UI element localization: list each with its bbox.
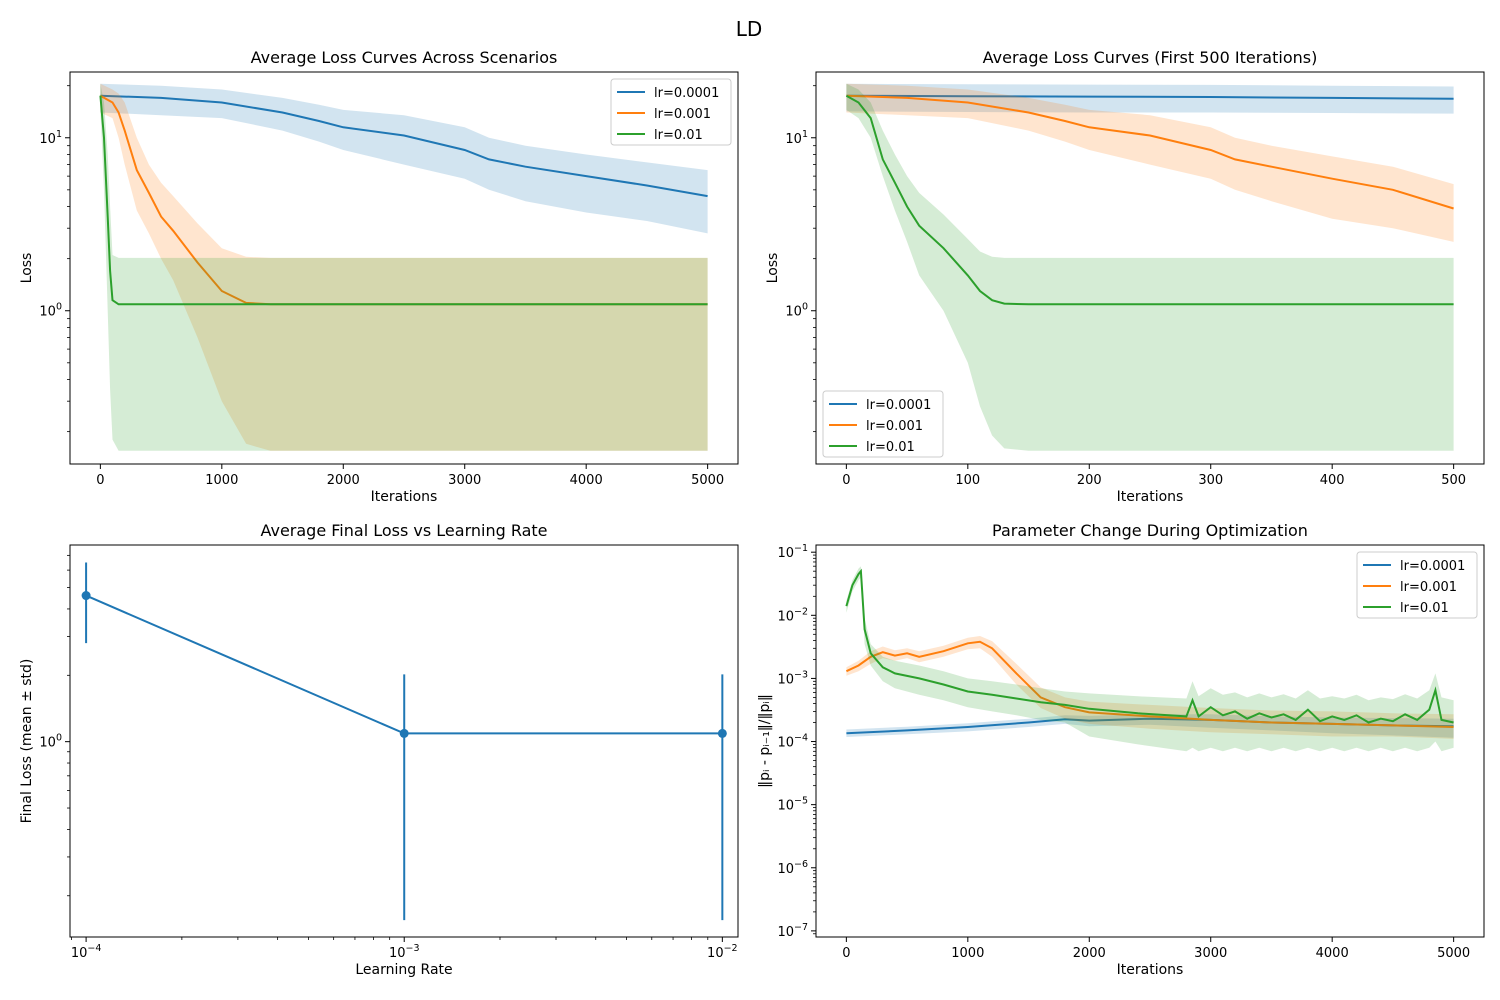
plot-area (845, 566, 1454, 752)
y-tick-label: 101 (39, 129, 62, 147)
x-tick-label: 5000 (1437, 946, 1470, 961)
data-point (399, 728, 409, 738)
x-axis-label: Iterations (371, 489, 438, 505)
legend-entry: lr=0.0001 (654, 86, 719, 101)
x-tick-label: 300 (1198, 473, 1223, 488)
y-tick-label: 100 (39, 733, 62, 751)
panel-title: Average Loss Curves (First 500 Iteration… (983, 48, 1318, 67)
legend-box (610, 78, 732, 146)
legend-entry: lr=0.0001 (1400, 559, 1465, 574)
legend: lr=0.0001 lr=0.001 lr=0.01 (822, 390, 944, 458)
data-point (717, 728, 727, 738)
chart-panel-1: 0 1000 2000 3000 4000 5000 100 101 Average Loss … (19, 48, 739, 505)
data-point (81, 591, 91, 601)
y-axis-label: Loss (19, 253, 35, 284)
panel-title: Parameter Change During Optimization (992, 521, 1308, 540)
x-tick-label: 3000 (448, 473, 481, 488)
band-lr-0-0001 (100, 83, 708, 234)
y-tick-label: 10−1 (777, 543, 808, 561)
y-tick-label: 10−3 (777, 669, 808, 687)
x-tick-label: 4000 (1316, 946, 1349, 961)
y-axis-label: Final Loss (mean ± std) (19, 659, 35, 824)
legend-box (822, 390, 944, 458)
legend-entry: lr=0.001 (1400, 580, 1457, 595)
x-tick-label: 0 (842, 473, 850, 488)
legend-entry: lr=0.01 (654, 128, 703, 143)
chart-panel-3: 10−4 10−3 10−2 100 Average Final Loss vs Lea… (19, 521, 739, 978)
y-tick-label: 10−4 (777, 733, 808, 751)
y-tick-label: 101 (785, 129, 808, 147)
line-lr-0-01 (845, 94, 1454, 306)
x-axis-label: Learning Rate (355, 962, 452, 978)
band-lr-0-01 (846, 83, 1454, 451)
legend-entry: lr=0.01 (1400, 601, 1449, 616)
band-lr-0-001 (846, 83, 1454, 242)
line-lr-0-01 (99, 95, 708, 306)
plot-area (81, 562, 727, 921)
legend-entry: lr=0.0001 (866, 398, 931, 413)
x-tick-label: 3000 (1194, 946, 1227, 961)
plot-area (99, 83, 708, 451)
x-tick-label: 0 (842, 946, 850, 961)
x-tick-label: 1000 (951, 946, 984, 961)
band-lr-0-01 (100, 83, 708, 451)
band-lr-0-001 (846, 636, 1454, 739)
x-tick-label: 100 (955, 473, 980, 488)
line-lr-0-001 (845, 640, 1454, 728)
line-lr-0-01 (845, 568, 1454, 724)
band-lr-0-001 (100, 83, 708, 451)
x-tick-label: 10−4 (71, 943, 102, 961)
band-lr-0-0001 (846, 714, 1454, 738)
band-lr-0-0001 (846, 83, 1454, 114)
line-lr-0-0001 (100, 94, 708, 198)
figure-title: LD (736, 17, 763, 41)
y-tick-label: 10−6 (777, 859, 808, 877)
x-tick-label: 2000 (327, 473, 360, 488)
legend: lr=0.0001 lr=0.001 lr=0.01 (610, 78, 732, 146)
y-tick-label: 100 (39, 302, 62, 320)
legend-entry: lr=0.01 (866, 440, 915, 455)
axes-frame (815, 71, 1485, 465)
legend-box (1356, 551, 1478, 619)
x-tick-label: 5000 (691, 473, 724, 488)
legend-entry: lr=0.001 (866, 419, 923, 434)
legend-entry: lr=0.001 (654, 107, 711, 122)
x-axis-label: Iterations (1117, 962, 1184, 978)
y-axis-label: ‖pᵢ - pᵢ₋₁‖/‖pᵢ‖ (757, 694, 773, 788)
line-lr-0-0001 (846, 94, 1454, 100)
panel-title: Average Final Loss vs Learning Rate (260, 521, 547, 540)
y-axis-label: Loss (765, 253, 781, 284)
x-tick-label: 4000 (570, 473, 603, 488)
x-tick-label: 10−3 (389, 943, 420, 961)
x-axis-label: Iterations (1117, 489, 1184, 505)
y-tick-label: 10−5 (777, 796, 808, 814)
x-tick-label: 400 (1320, 473, 1345, 488)
x-tick-label: 1000 (205, 473, 238, 488)
x-tick-label: 500 (1441, 473, 1466, 488)
chart-panel-2: 0 100 200 300 400 500 100 101 Average Loss Curve… (765, 48, 1485, 505)
y-tick-label: 10−7 (777, 922, 808, 940)
axes-frame (815, 544, 1485, 938)
x-tick-label: 0 (96, 473, 104, 488)
x-tick-label: 200 (1077, 473, 1102, 488)
line-lr-0-001 (846, 94, 1454, 210)
chart-panel-4: 0 1000 2000 3000 4000 5000 10−7 10−6 10−5 10−4 10−… (757, 521, 1485, 978)
y-tick-label: 100 (785, 302, 808, 320)
x-tick-label: 2000 (1073, 946, 1106, 961)
band-lr-0-01 (846, 566, 1454, 752)
axes-frame (69, 71, 739, 465)
legend: lr=0.0001 lr=0.001 lr=0.01 (1356, 551, 1478, 619)
plot-area (845, 83, 1454, 451)
x-tick-label: 10−2 (707, 943, 738, 961)
panel-title: Average Loss Curves Across Scenarios (251, 48, 558, 67)
y-tick-label: 10−2 (777, 606, 808, 624)
